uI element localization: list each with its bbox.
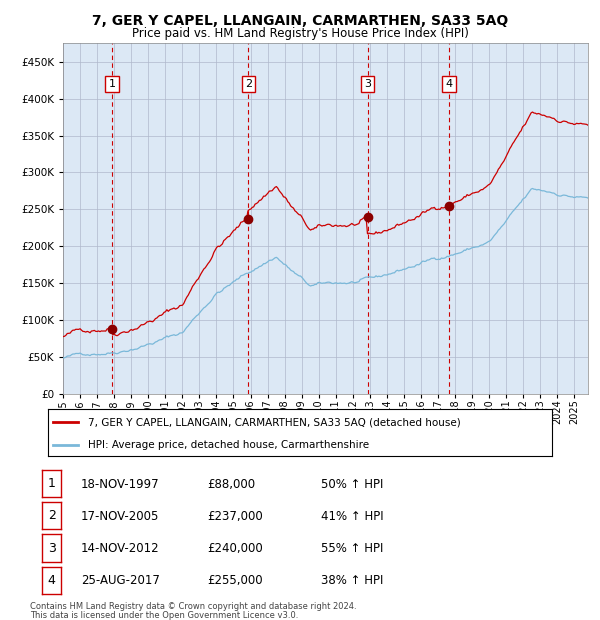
Text: £88,000: £88,000 (207, 478, 255, 490)
Text: 2: 2 (245, 79, 252, 89)
Text: 3: 3 (47, 542, 56, 554)
Text: This data is licensed under the Open Government Licence v3.0.: This data is licensed under the Open Gov… (30, 611, 298, 619)
Text: HPI: Average price, detached house, Carmarthenshire: HPI: Average price, detached house, Carm… (88, 440, 370, 451)
Text: 25-AUG-2017: 25-AUG-2017 (81, 575, 160, 587)
Text: 18-NOV-1997: 18-NOV-1997 (81, 478, 160, 490)
Text: 7, GER Y CAPEL, LLANGAIN, CARMARTHEN, SA33 5AQ (detached house): 7, GER Y CAPEL, LLANGAIN, CARMARTHEN, SA… (88, 417, 461, 427)
Text: 2: 2 (47, 510, 56, 522)
Text: 4: 4 (47, 574, 56, 587)
Text: 38% ↑ HPI: 38% ↑ HPI (321, 575, 383, 587)
Text: 55% ↑ HPI: 55% ↑ HPI (321, 542, 383, 555)
Text: Price paid vs. HM Land Registry's House Price Index (HPI): Price paid vs. HM Land Registry's House … (131, 27, 469, 40)
Text: 1: 1 (47, 477, 56, 490)
Text: 1: 1 (109, 79, 116, 89)
Text: 14-NOV-2012: 14-NOV-2012 (81, 542, 160, 555)
Text: 50% ↑ HPI: 50% ↑ HPI (321, 478, 383, 490)
Text: Contains HM Land Registry data © Crown copyright and database right 2024.: Contains HM Land Registry data © Crown c… (30, 602, 356, 611)
Text: 17-NOV-2005: 17-NOV-2005 (81, 510, 160, 523)
Text: 41% ↑ HPI: 41% ↑ HPI (321, 510, 383, 523)
Text: £255,000: £255,000 (207, 575, 263, 587)
Text: 7, GER Y CAPEL, LLANGAIN, CARMARTHEN, SA33 5AQ: 7, GER Y CAPEL, LLANGAIN, CARMARTHEN, SA… (92, 14, 508, 28)
Text: £240,000: £240,000 (207, 542, 263, 555)
Text: 3: 3 (364, 79, 371, 89)
Text: 4: 4 (446, 79, 452, 89)
Text: £237,000: £237,000 (207, 510, 263, 523)
